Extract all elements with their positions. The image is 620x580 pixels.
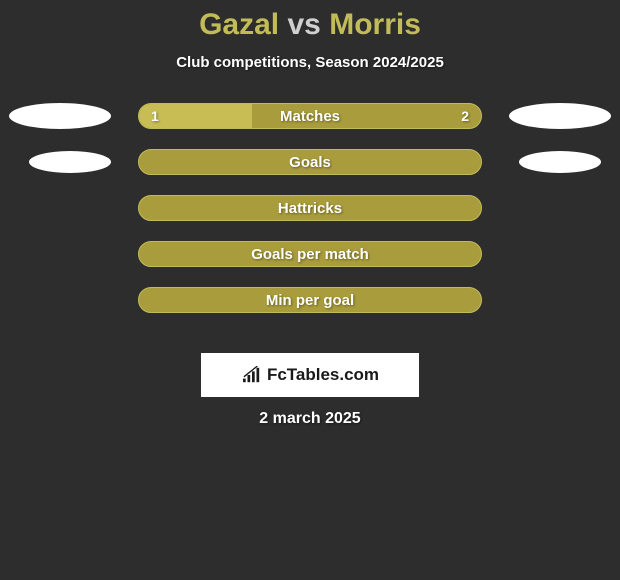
bar-label: Min per goal [139, 292, 481, 309]
stats-area: 1 Matches 2 Goals Hattricks [0, 103, 620, 313]
player1-name: Gazal [199, 8, 279, 41]
logo-content: FcTables.com [241, 365, 379, 385]
bar-value-right: 2 [461, 108, 469, 124]
stat-row-gpm: Goals per match [0, 241, 620, 267]
bar-label: Hattricks [139, 200, 481, 217]
bar-label: Goals [139, 154, 481, 171]
bar-label: Matches [139, 108, 481, 125]
bar-goals: Goals [138, 149, 482, 175]
page-title: Gazal vs Morris [0, 0, 620, 42]
bar-matches: 1 Matches 2 [138, 103, 482, 129]
stat-row-goals: Goals [0, 149, 620, 175]
logo-text: FcTables.com [267, 365, 379, 385]
player2-name: Morris [329, 8, 421, 41]
bar-label: Goals per match [139, 246, 481, 263]
bar-hattricks: Hattricks [138, 195, 482, 221]
stat-row-matches: 1 Matches 2 [0, 103, 620, 129]
vs-separator: vs [287, 8, 320, 41]
stat-row-hattricks: Hattricks [0, 195, 620, 221]
bar-gpm: Goals per match [138, 241, 482, 267]
main-container: Gazal vs Morris Club competitions, Seaso… [0, 0, 620, 580]
chart-icon [241, 366, 263, 384]
bar-mpg: Min per goal [138, 287, 482, 313]
stat-row-mpg: Min per goal [0, 287, 620, 313]
subtitle: Club competitions, Season 2024/2025 [0, 54, 620, 71]
logo-box: FcTables.com [201, 353, 419, 397]
date-text: 2 march 2025 [0, 410, 620, 428]
